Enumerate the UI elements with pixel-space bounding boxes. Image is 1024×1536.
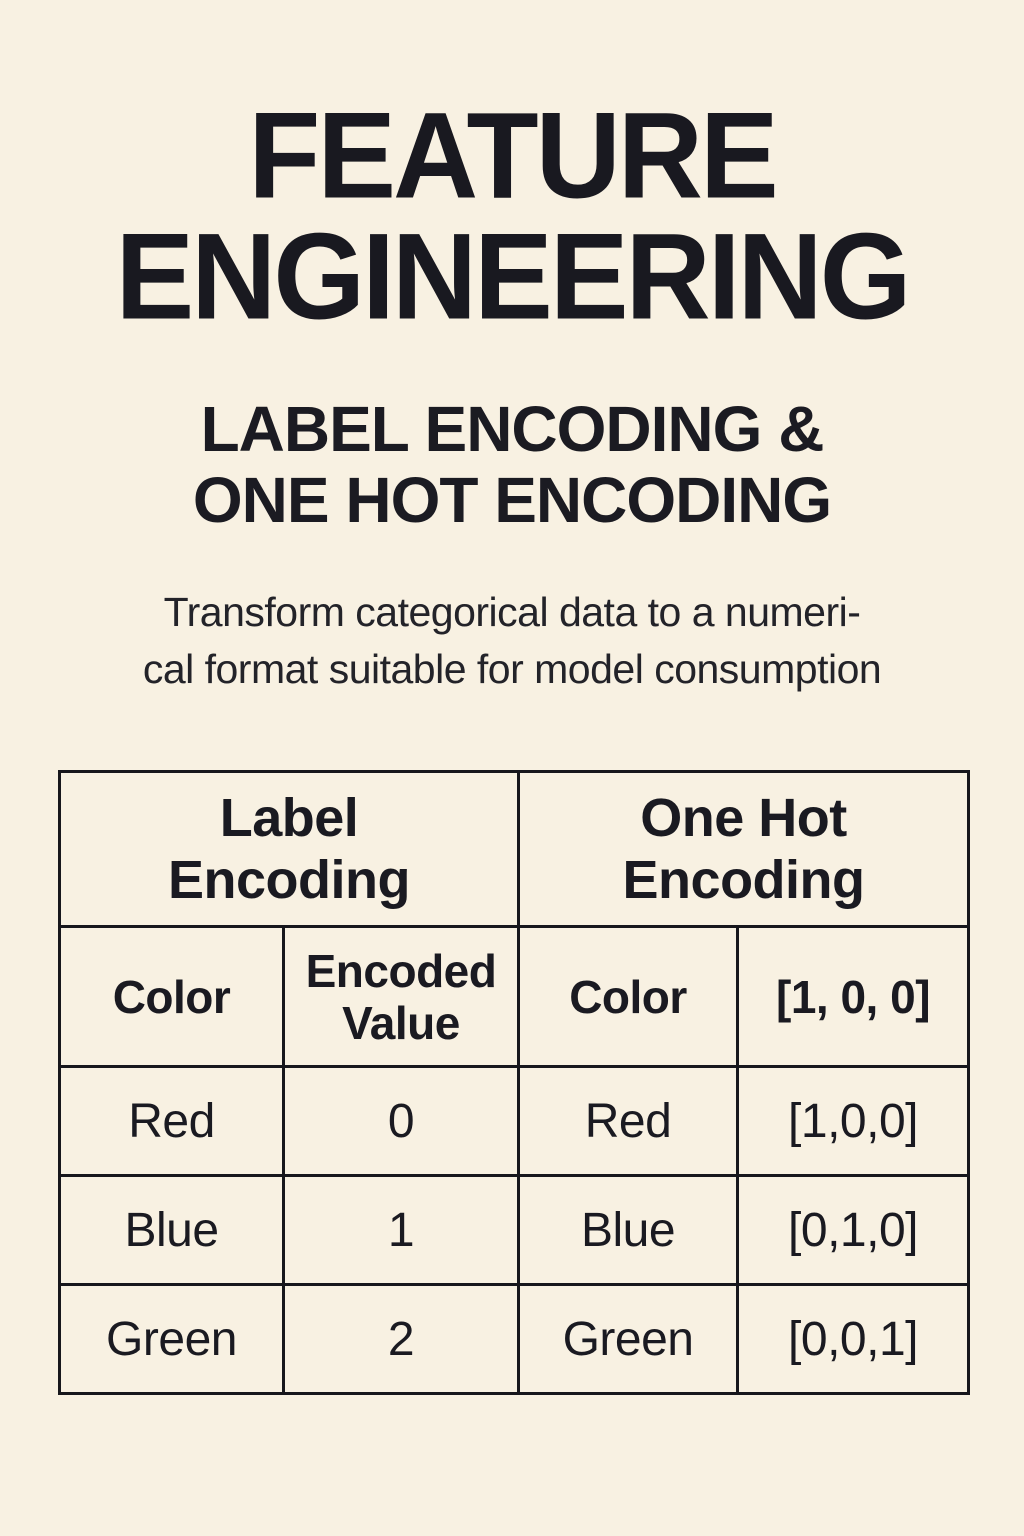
page-subtitle: LABEL ENCODING & ONE HOT ENCODING <box>0 394 1024 536</box>
cell-one-hot-vector: [0,0,1] <box>736 1283 971 1395</box>
page-subtitle-line1: LABEL ENCODING & <box>200 393 825 465</box>
cell-encoded-value: 2 <box>281 1283 521 1395</box>
cell-color: Blue <box>517 1174 740 1286</box>
group-header-row: Label Encoding One Hot Encoding <box>57 770 971 928</box>
cell-color: Blue <box>58 1174 285 1286</box>
cell-encoded-value: 1 <box>281 1174 521 1286</box>
cell-color: Green <box>58 1283 285 1395</box>
description-text: Transform categorical data to a numeri- … <box>142 589 882 692</box>
column-header-one-hot-vector: [1, 0, 0] <box>736 925 971 1068</box>
table-row-blue: Blue 1 Blue [0,1,0] <box>58 1174 971 1286</box>
page-title: FEATURE ENGINEERING <box>0 87 1024 346</box>
page-subtitle-line2: ONE HOT ENCODING <box>192 464 832 536</box>
cell-encoded-value: 0 <box>281 1065 521 1177</box>
group-header-one-hot-encoding: One Hot Encoding <box>517 770 971 928</box>
column-header-encoded-value: Encoded Value <box>281 925 521 1068</box>
column-header-row: Color Encoded Value Color [1, 0, 0] <box>58 925 971 1068</box>
table-row-green: Green 2 Green [0,0,1] <box>58 1283 971 1395</box>
cell-one-hot-vector: [1,0,0] <box>736 1065 971 1177</box>
table-row-red: Red 0 Red [1,0,0] <box>58 1065 971 1177</box>
column-header-color-1: Color <box>58 925 285 1068</box>
group-header-label-encoding: Label Encoding <box>57 770 521 928</box>
page-title-line2: ENGINEERING <box>115 208 911 346</box>
cell-color: Red <box>58 1065 285 1177</box>
page-title-line1: FEATURE <box>248 87 778 225</box>
encoding-comparison-table: Label Encoding One Hot Encoding Color En… <box>57 770 971 1395</box>
cell-one-hot-vector: [0,1,0] <box>736 1174 971 1286</box>
cell-color: Red <box>517 1065 740 1177</box>
column-header-color-2: Color <box>517 925 740 1068</box>
cell-color: Green <box>517 1283 740 1395</box>
